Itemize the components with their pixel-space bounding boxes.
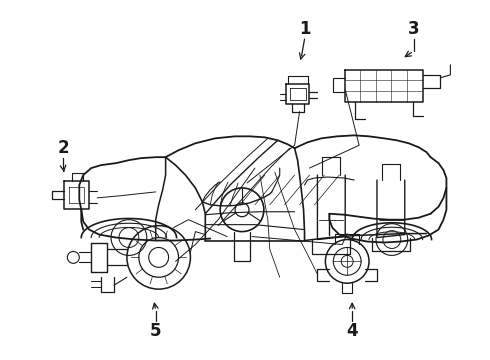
Text: 2: 2 <box>58 139 69 157</box>
Text: 4: 4 <box>346 322 358 340</box>
Text: 5: 5 <box>150 322 161 340</box>
Text: 3: 3 <box>408 20 419 38</box>
Text: 1: 1 <box>299 20 310 38</box>
